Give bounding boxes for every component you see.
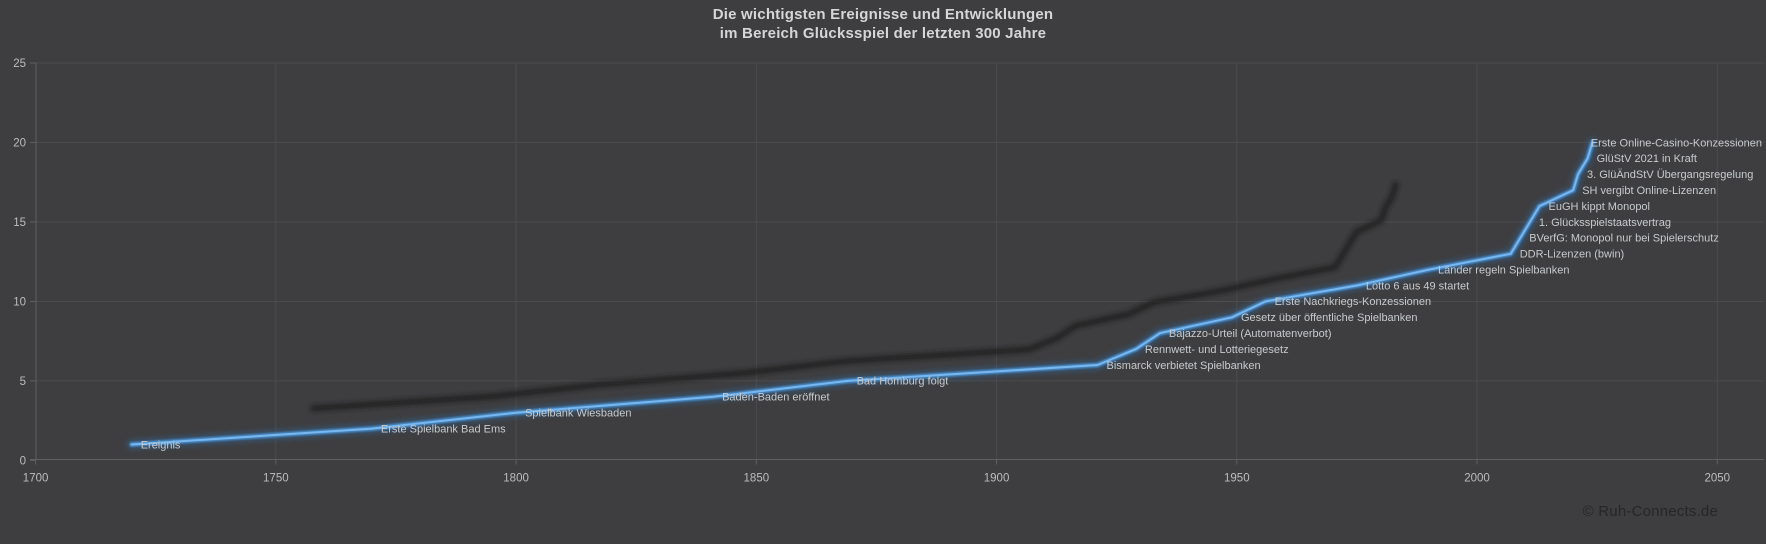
y-axis-label: 5 bbox=[20, 376, 26, 388]
x-axis-label: 1950 bbox=[1224, 473, 1250, 485]
event-label: Erste Nachkriegs-Konzessionen bbox=[1275, 296, 1432, 308]
x-axis-label: 1850 bbox=[744, 473, 770, 485]
event-label: BVerfG: Monopol nur bei Spielerschutz bbox=[1529, 233, 1719, 245]
x-axis-label: 2050 bbox=[1705, 473, 1731, 485]
event-label: Erste Spielbank Bad Ems bbox=[381, 423, 506, 435]
y-axis-label: 25 bbox=[13, 58, 26, 70]
grid-layer bbox=[36, 62, 1764, 460]
copyright-watermark: © Ruh-Connects.de bbox=[1582, 503, 1718, 520]
x-axis-label: 1800 bbox=[503, 473, 529, 485]
event-label: Lotto 6 aus 49 startet bbox=[1366, 280, 1469, 292]
label-layer: Ereignis Erste Spielbank Bad Ems Spielbank… bbox=[141, 137, 1762, 451]
y-axis-label: 15 bbox=[13, 217, 26, 229]
y-axis-label: 20 bbox=[13, 137, 26, 149]
event-label: Baden-Baden eröffnet bbox=[722, 392, 829, 404]
timeline-line-glow bbox=[126, 137, 1598, 450]
timeline-shadow bbox=[310, 181, 1399, 412]
event-label: Bismarck verbietet Spielbanken bbox=[1107, 360, 1261, 372]
event-label: Spielbank Wiesbaden bbox=[525, 408, 631, 420]
event-label: SH vergibt Online-Lizenzen bbox=[1582, 185, 1716, 197]
event-label: Länder regeln Spielbanken bbox=[1438, 264, 1570, 276]
event-label: Ereignis bbox=[141, 439, 181, 451]
event-label: 3. GlüÄndStV Übergangsregelung bbox=[1587, 169, 1753, 181]
event-label: Rennwett- und Lotteriegesetz bbox=[1145, 344, 1289, 356]
event-label: DDR-Lizenzen (bwin) bbox=[1520, 249, 1625, 261]
x-axis-label: 1700 bbox=[23, 473, 49, 485]
timeline-line bbox=[130, 141, 1594, 446]
event-label: Bad Homburg folgt bbox=[857, 376, 949, 388]
event-label: Gesetz über öffentliche Spielbanken bbox=[1241, 312, 1418, 324]
event-label: Erste Online-Casino-Konzessionen bbox=[1591, 137, 1762, 149]
axis-layer: 0 5 10 15 20 25 1700 1750 1800 1850 1900 1950 2000 20… bbox=[13, 58, 1764, 485]
event-label: Bajazzo-Urteil (Automatenverbot) bbox=[1169, 328, 1332, 340]
y-axis-label: 0 bbox=[20, 455, 26, 467]
x-axis-label: 1750 bbox=[263, 473, 289, 485]
x-axis-label: 2000 bbox=[1464, 473, 1490, 485]
event-label: GlüStV 2021 in Kraft bbox=[1597, 153, 1697, 165]
series-layer bbox=[126, 137, 1598, 450]
event-label: EuGH kippt Monopol bbox=[1549, 201, 1651, 213]
event-label: 1. Glücksspielstaatsvertrag bbox=[1539, 217, 1671, 229]
timeline-line-mid bbox=[129, 140, 1595, 447]
y-axis-label: 10 bbox=[13, 296, 26, 308]
x-axis-label: 1900 bbox=[984, 473, 1010, 485]
